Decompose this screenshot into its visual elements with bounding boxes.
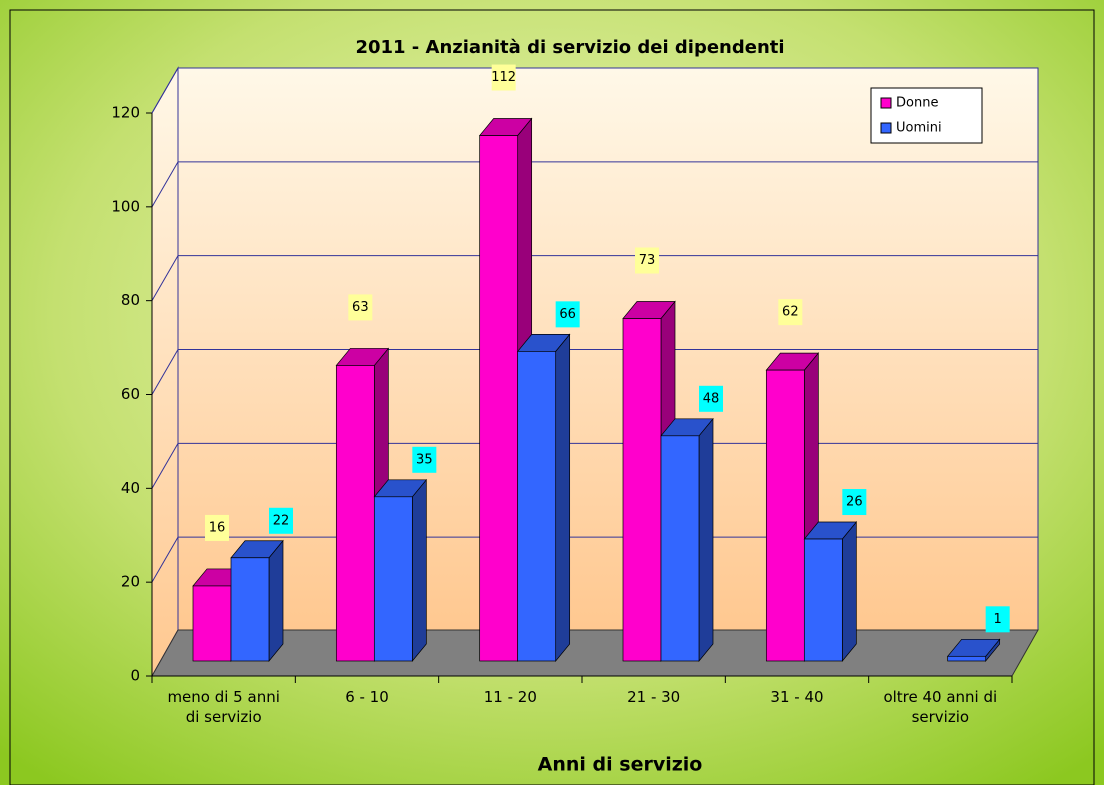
bar-side xyxy=(841,521,857,662)
data-label-box xyxy=(269,507,293,534)
bar-side xyxy=(411,478,427,662)
x-tick-label: 21 - 30 xyxy=(627,688,681,706)
bar-side xyxy=(698,417,714,662)
bar xyxy=(660,435,700,662)
x-axis-title: Anni di servizio xyxy=(538,754,703,776)
x-tick-label: oltre 40 anni di servizio xyxy=(883,688,998,726)
data-label: 62 xyxy=(782,305,799,320)
y-tick-label: 100 xyxy=(111,197,140,215)
x-tick-label: meno di 5 anni di servizio xyxy=(167,688,280,726)
data-label: 22 xyxy=(273,513,290,528)
bar xyxy=(765,369,805,662)
legend-label: Uomini xyxy=(896,121,942,136)
y-tick-label: 80 xyxy=(121,291,140,309)
data-label: 66 xyxy=(559,307,576,322)
legend xyxy=(870,87,983,144)
x-tick-label: 11 - 20 xyxy=(483,688,537,706)
data-label-box xyxy=(635,247,659,274)
grid-line xyxy=(151,349,1038,395)
bar xyxy=(803,538,843,662)
y-tick-label: 40 xyxy=(121,479,140,497)
data-label-box xyxy=(778,299,803,326)
data-label: 26 xyxy=(846,495,863,510)
data-label-box xyxy=(699,385,723,412)
grid-line xyxy=(151,67,1038,114)
grid-line xyxy=(151,536,1038,583)
legend-swatch xyxy=(880,97,892,109)
y-tick-label: 120 xyxy=(111,104,140,122)
y-tick-label: 0 xyxy=(130,667,140,685)
data-label-box xyxy=(491,64,516,91)
y-tick-label: 20 xyxy=(121,573,140,591)
bar xyxy=(230,557,270,662)
grid-line xyxy=(151,161,1038,208)
bar-side xyxy=(268,539,284,662)
legend-label: Donne xyxy=(896,96,938,111)
data-label: 35 xyxy=(416,452,433,467)
data-label: 48 xyxy=(703,391,720,406)
bar xyxy=(517,351,557,662)
grid-line xyxy=(151,255,1038,301)
bar xyxy=(622,318,662,662)
bar xyxy=(479,135,519,662)
data-label-box xyxy=(205,514,229,541)
chart-title: 2011 - Anzianità di servizio dei dipende… xyxy=(355,37,784,58)
grid-line xyxy=(151,442,1038,489)
data-label-box xyxy=(555,301,580,328)
x-tick-label: 31 - 40 xyxy=(770,688,824,706)
legend-swatch xyxy=(880,122,892,134)
data-label-box xyxy=(348,294,373,321)
data-label-box xyxy=(985,606,1010,633)
data-label: 63 xyxy=(352,300,369,315)
bar xyxy=(192,585,232,662)
x-tick-label: 6 - 10 xyxy=(345,688,389,706)
data-label: 16 xyxy=(209,520,226,535)
data-label: 1 xyxy=(994,612,1002,627)
data-label: 112 xyxy=(491,70,516,85)
data-label-box xyxy=(412,446,437,473)
bar xyxy=(335,365,375,662)
bar-side xyxy=(555,333,571,662)
chart-border xyxy=(9,9,1095,785)
bar xyxy=(373,496,413,662)
data-label: 73 xyxy=(639,253,656,268)
data-label-box xyxy=(842,489,867,516)
bar xyxy=(947,655,987,662)
y-tick-label: 60 xyxy=(121,385,140,403)
floor xyxy=(151,629,1039,677)
